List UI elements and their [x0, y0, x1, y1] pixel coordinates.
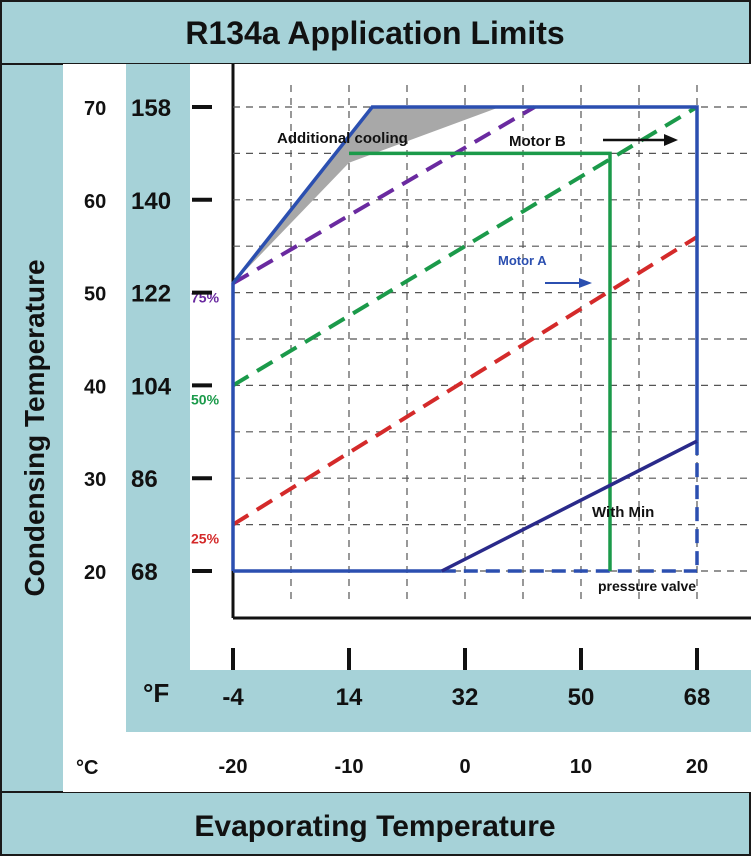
y-axis-title: Condensing Temperature	[19, 259, 50, 596]
y-tick-label-celsius: 30	[84, 469, 106, 491]
motor-b-arrow-head	[664, 134, 678, 146]
x-tick-label-celsius: 10	[570, 756, 592, 778]
series-label-50pct: 50%	[191, 391, 220, 407]
x-tick-label-celsius: 20	[686, 756, 708, 778]
min-pressure-valve-line	[441, 439, 698, 573]
x-tick-label-fahrenheit: 14	[336, 684, 363, 711]
x-tick-label-celsius: -10	[335, 756, 364, 778]
annotation-additional-cooling: Additional cooling	[277, 130, 408, 147]
x-tick-label-fahrenheit: 32	[452, 684, 479, 711]
x-tick-label-fahrenheit: 50	[568, 684, 595, 711]
y-tick-label-celsius: 60	[84, 191, 106, 213]
annotation-pressure-valve: pressure valve	[598, 578, 696, 594]
x-tick-label-celsius: -20	[219, 756, 248, 778]
x-unit-fahrenheit: °F	[143, 678, 169, 708]
x-axis-title: Evaporating Temperature	[194, 810, 555, 843]
y-tick-label-celsius: 40	[84, 376, 106, 398]
series-line-50pct	[231, 105, 699, 388]
chart-title: R134a Application Limits	[185, 15, 564, 51]
label-layer: Additional cooling Motor B Motor A With Min…	[277, 130, 696, 594]
motor-a-arrow-head	[579, 278, 592, 288]
series-label-25pct: 25%	[191, 531, 220, 547]
x-tick-label-fahrenheit: -4	[222, 684, 244, 711]
plot-panel	[190, 64, 751, 670]
additional-cooling-shade	[233, 107, 500, 284]
annotation-motor-b: Motor B	[509, 133, 566, 150]
series-layer: 75%50%25%	[191, 105, 699, 547]
y-tick-label-fahrenheit: 140	[131, 188, 171, 215]
series-line-25pct	[231, 235, 699, 527]
y-tick-label-fahrenheit: 158	[131, 95, 171, 122]
y-tick-label-fahrenheit: 104	[131, 373, 172, 400]
x-tick-label-fahrenheit: 68	[684, 684, 711, 711]
x-tick-label-celsius: 0	[459, 756, 470, 778]
y-tick-label-celsius: 50	[84, 284, 106, 306]
x-unit-celsius: °C	[76, 757, 98, 779]
limit-lines	[231, 105, 699, 573]
motor-b-limit-line	[349, 151, 612, 571]
y-tick-label-fahrenheit: 122	[131, 281, 171, 308]
series-line-75pct	[231, 105, 536, 286]
annotation-with-min: With Min	[592, 504, 654, 521]
y-tick-label-fahrenheit: 68	[131, 559, 158, 586]
additional-cooling-region	[233, 107, 500, 284]
y-tick-label-fahrenheit: 86	[131, 466, 158, 493]
envelope-outline	[231, 105, 699, 571]
y-tick-label-celsius: 20	[84, 562, 106, 584]
annotation-motor-a: Motor A	[498, 253, 547, 268]
y-tick-label-celsius: 70	[84, 98, 106, 120]
tick-layer: 70 158 60 140 50 122 40 104 30 86 20 68 -4 -20 14 -10 32…	[84, 95, 710, 778]
